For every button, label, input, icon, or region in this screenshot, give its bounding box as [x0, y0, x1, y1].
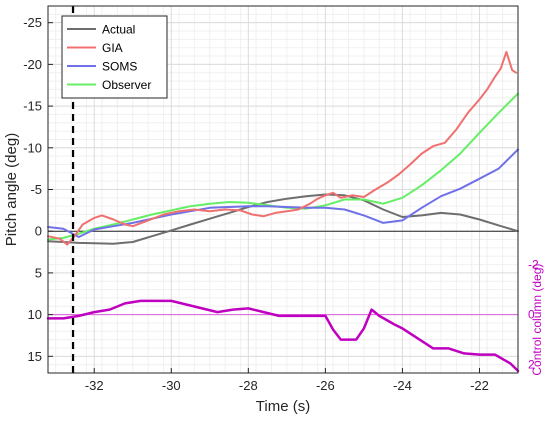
- legend-gia-label: GIA: [102, 41, 123, 55]
- soms-series-line: [47, 148, 519, 238]
- legend-observer-label: Observer: [102, 78, 151, 92]
- y-tick-label: -25: [23, 15, 42, 30]
- control-column-series-line: [46, 299, 520, 373]
- y-tick-label: 15: [28, 349, 42, 364]
- gia-series-line: [47, 50, 518, 246]
- y-tick-label: 0: [35, 224, 42, 239]
- tick-labels: -32 -30 -28 -26 -24 -22-25-20-15-10-5051015-2…: [23, 15, 539, 393]
- y-axis-title: Pitch angle (deg): [3, 133, 20, 246]
- y-tick-label: -20: [23, 57, 42, 72]
- x-tick-label: -26: [316, 378, 335, 393]
- y-tick-label: 10: [28, 307, 42, 322]
- axis-ticks: [48, 22, 480, 373]
- x-tick-label: -32: [85, 378, 104, 393]
- actual-series-line: [47, 193, 519, 245]
- x-tick-label: -22: [470, 378, 489, 393]
- y-tick-label: -15: [23, 99, 42, 114]
- y-tick-label: -10: [23, 140, 42, 155]
- right-tick-label: 2: [528, 358, 535, 372]
- right-tick-label: -2: [528, 258, 539, 272]
- series-layer: [46, 6, 520, 373]
- y-tick-label: -5: [30, 182, 42, 197]
- right-axis-title: Control column (deg): [530, 264, 544, 376]
- x-tick-label: -30: [162, 378, 181, 393]
- right-tick-label: 0: [528, 308, 535, 322]
- x-tick-label: -28: [239, 378, 258, 393]
- legend-actual-label: Actual: [102, 23, 135, 37]
- legend: Actual GIA SOMS Observer: [61, 15, 168, 99]
- y-tick-label: 5: [35, 265, 42, 280]
- x-axis-title: Time (s): [256, 398, 310, 415]
- legend-soms-label: SOMS: [102, 60, 137, 74]
- x-tick-label: -24: [393, 378, 412, 393]
